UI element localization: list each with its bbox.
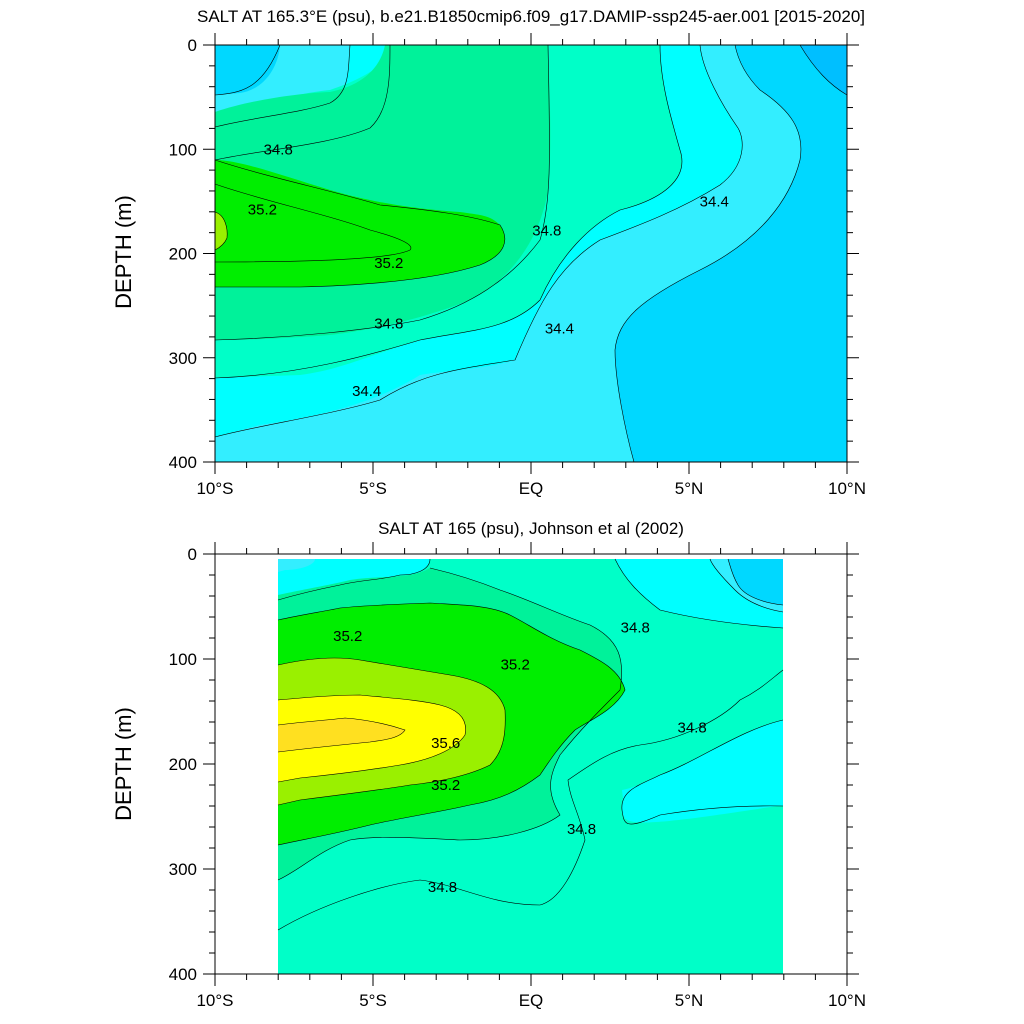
panel1-contour	[214, 211, 228, 251]
y-tick-label: 0	[188, 36, 197, 55]
contour-label: 34.8	[428, 879, 457, 896]
panel1-fill-fresh-north	[615, 45, 847, 462]
panel1-contour	[214, 44, 351, 128]
panel2-plot	[277, 558, 784, 974]
y-tick-label: 400	[169, 453, 197, 472]
x-tick-label: 10°N	[828, 479, 866, 498]
panel1-contour	[214, 44, 743, 438]
contour-label: 34.4	[352, 383, 381, 400]
y-tick-label: 0	[188, 545, 197, 564]
panel2-contour	[727, 558, 784, 606]
contour-label: 35.2	[374, 255, 403, 272]
panel2-contour	[614, 558, 784, 629]
panel2-fill-west-344	[278, 559, 315, 572]
panel1-title: SALT AT 165.3°E (psu), b.e21.B1850cmip6.…	[197, 7, 865, 26]
y-tick-label: 200	[169, 755, 197, 774]
contour-label: 34.4	[700, 193, 729, 210]
contour-label: 35.2	[248, 202, 277, 219]
panel1-contour	[214, 159, 505, 288]
panel1-ylabel: DEPTH (m)	[111, 195, 136, 309]
panel2-axes: 10°S 5°S EQ 5°N 10°N 0 100 200 300 400	[169, 542, 866, 1010]
x-tick-label: EQ	[519, 991, 544, 1010]
panel1-contour-labels: 34.8 35.2 35.2 34.8 34.4 34.8 34.4 34.4	[248, 141, 729, 400]
contour-label: 35.2	[501, 656, 530, 673]
panel1-fill-352	[215, 160, 505, 287]
y-tick-label: 300	[169, 349, 197, 368]
panel2-contour	[277, 694, 466, 783]
panel1-contour	[799, 44, 848, 96]
panel1-contour	[214, 44, 683, 379]
panel2-ylabel: DEPTH (m)	[111, 707, 136, 821]
panel2-fill-north-342	[728, 559, 783, 605]
contour-label: 34.4	[545, 321, 574, 338]
x-tick-label: 5°S	[359, 991, 387, 1010]
panel1-plot	[214, 44, 848, 463]
panel1-contour	[214, 183, 412, 263]
contour-label: 34.8	[532, 223, 561, 240]
y-tick-label: 300	[169, 860, 197, 879]
contour-label: 34.8	[678, 719, 707, 736]
panel2-title: SALT AT 165 (psu), Johnson et al (2002)	[378, 519, 684, 538]
panel2-contour-labels: 35.2 35.2 35.6 35.2 34.8 34.8 34.8 34.8	[333, 620, 707, 896]
x-tick-label: 5°S	[359, 479, 387, 498]
contour-label: 35.6	[431, 735, 460, 752]
panel1-contour	[214, 44, 281, 96]
x-tick-label: 5°N	[675, 991, 704, 1010]
panel1-fill-fresh-sw	[215, 45, 280, 95]
y-tick-label: 100	[169, 650, 197, 669]
panel2-contour	[277, 558, 431, 601]
contour-label: 34.8	[567, 821, 596, 838]
panel2-contour	[277, 717, 406, 753]
panel2-contour	[621, 719, 784, 825]
x-tick-label: 5°N	[675, 479, 704, 498]
x-tick-label: EQ	[519, 479, 544, 498]
contour-label: 35.2	[333, 628, 362, 645]
panel1-fill-fresh-nw	[800, 45, 847, 95]
y-tick-label: 100	[169, 140, 197, 159]
panel2-contour	[709, 558, 784, 613]
panel1-contour	[614, 44, 802, 463]
x-tick-label: 10°S	[196, 991, 233, 1010]
panel2-contour	[277, 669, 784, 931]
x-tick-label: 10°S	[196, 479, 233, 498]
contour-label: 34.8	[621, 620, 650, 637]
panel1-contour	[214, 44, 550, 341]
contour-label: 34.8	[374, 315, 403, 332]
panel2-contour	[277, 567, 622, 881]
y-tick-label: 400	[169, 965, 197, 984]
y-tick-label: 200	[169, 245, 197, 264]
panel1-fill-yellow-spot	[215, 212, 228, 250]
panel2-fill-east-346b	[622, 720, 783, 818]
contour-label: 35.2	[431, 777, 460, 794]
contour-label: 34.8	[264, 141, 293, 158]
panel1-axes: 10°S 5°S EQ 5°N 10°N 0 100 200 300 400	[169, 33, 866, 498]
panel2-contour	[277, 657, 506, 806]
panel2-contour	[277, 602, 626, 846]
panel1-contour	[214, 44, 391, 161]
panel2-fill-358	[278, 718, 405, 752]
x-tick-label: 10°N	[828, 991, 866, 1010]
